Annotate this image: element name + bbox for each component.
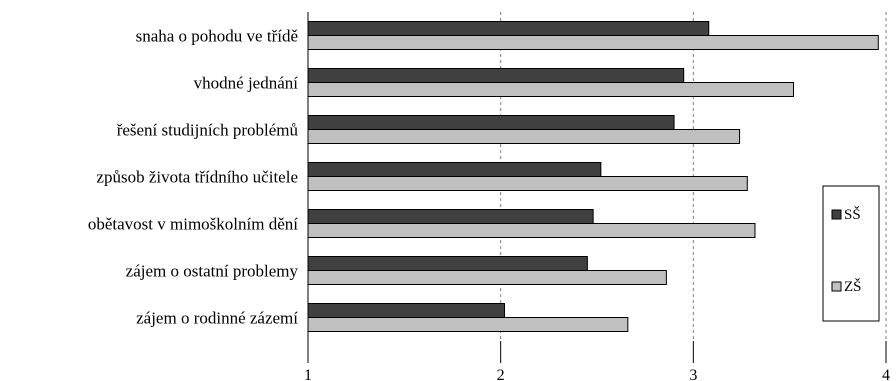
category-label-4: obětavost v mimoškolním dění	[88, 215, 298, 234]
category-label-1: vhodné jednání	[194, 74, 299, 93]
bar-ss-5	[307, 256, 588, 271]
x-tick-label-4: 4	[882, 367, 890, 381]
bar-zs-3	[307, 176, 748, 191]
category-label-0: snaha o pohodu ve třídě	[136, 27, 298, 46]
bar-ss-0	[307, 21, 710, 36]
legend-swatch-ss	[831, 209, 842, 220]
bar-ss-4	[307, 209, 594, 224]
bar-ss-2	[307, 115, 675, 130]
x-tick-label-2: 2	[497, 367, 505, 381]
bar-ss-3	[307, 162, 602, 177]
x-axis-ticks: 1 2 3 4	[304, 341, 890, 381]
category-label-5: zájem o ostatní problemy	[126, 262, 299, 281]
legend: SŠ ZŠ	[822, 185, 880, 322]
bar-zs-1	[307, 82, 795, 97]
bars-layer	[307, 21, 879, 332]
category-labels: snaha o pohodu ve třídě vhodné jednání řeš…	[88, 27, 299, 328]
bar-ss-6	[307, 303, 506, 318]
bar-zs-2	[307, 129, 741, 144]
bar-zs-0	[307, 35, 879, 50]
category-label-2: řešení studijních problémů	[117, 121, 299, 140]
bar-zs-6	[307, 317, 629, 332]
legend-label-zs: ZŠ	[844, 278, 862, 295]
bar-zs-5	[307, 270, 667, 285]
x-tick-label-1: 1	[304, 367, 312, 381]
legend-label-ss: SŠ	[844, 206, 861, 223]
legend-box	[822, 185, 880, 322]
bar-ss-1	[307, 68, 685, 83]
category-label-6: zájem o rodinné zázemí	[136, 309, 298, 328]
category-label-3: způsob života třídního učitele	[96, 168, 298, 187]
legend-swatch-zs	[831, 281, 842, 292]
x-tick-label-3: 3	[689, 367, 697, 381]
bar-zs-4	[307, 223, 756, 238]
